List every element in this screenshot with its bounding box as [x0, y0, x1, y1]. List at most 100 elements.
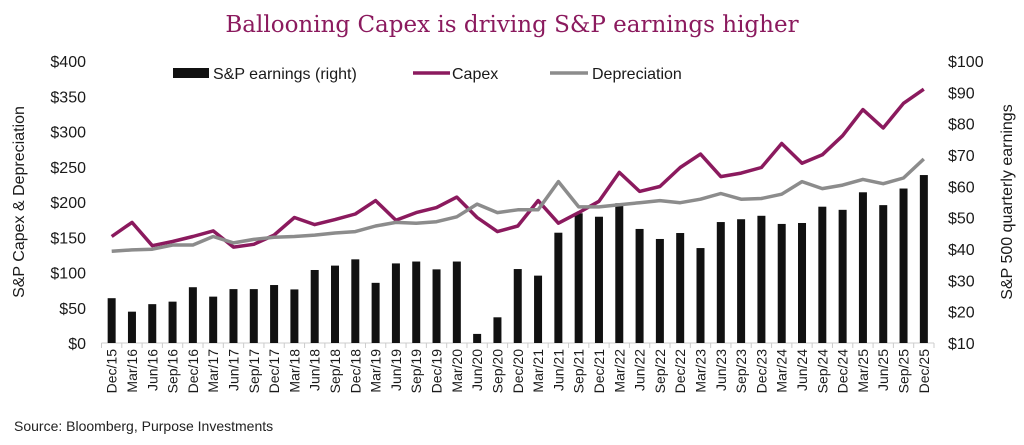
x-tick-label: Sep/23: [733, 349, 749, 394]
y-tick-label-left: $250: [50, 160, 86, 177]
x-tick-label: Sep/16: [165, 349, 181, 394]
y-tick-label-right: $30: [948, 273, 975, 290]
y-tick-label-right: $100: [948, 54, 984, 71]
earnings-bar: [331, 265, 340, 343]
legend-label-capex: Capex: [452, 66, 498, 83]
y-tick-label-right: $20: [948, 305, 975, 322]
x-tick-label: Mar/21: [530, 349, 546, 393]
x-tick-label: Dec/16: [185, 349, 201, 394]
legend-label-earnings: S&P earnings (right): [213, 66, 357, 83]
x-tick-label: Dec/15: [104, 349, 120, 394]
y-tick-label-right: $60: [948, 179, 975, 196]
x-tick-label: Sep/24: [814, 349, 830, 394]
x-tick-label: Sep/18: [327, 349, 343, 394]
earnings-bar: [615, 203, 624, 343]
earnings-bar: [635, 228, 644, 343]
x-tick-label: Jun/16: [144, 349, 160, 391]
earnings-bar: [432, 269, 441, 343]
x-tick-label: Mar/22: [611, 349, 627, 393]
x-tick-label: Mar/20: [449, 349, 465, 393]
earnings-bar: [412, 261, 421, 343]
x-tick-label: Jun/23: [713, 349, 729, 391]
earnings-bar: [452, 261, 461, 343]
x-tick-label: Jun/17: [225, 349, 241, 391]
earnings-bar: [554, 232, 563, 343]
x-tick-label: Mar/18: [286, 349, 302, 393]
x-tick-label: Dec/21: [591, 349, 607, 394]
x-tick-label: Sep/17: [246, 349, 262, 394]
earnings-bar: [676, 233, 685, 343]
x-tick-label: Mar/17: [205, 349, 221, 393]
x-tick-label: Jun/24: [794, 349, 810, 391]
legend-label-depreciation: Depreciation: [592, 66, 682, 83]
x-tick-label: Dec/23: [753, 349, 769, 394]
y-tick-label-left: $150: [50, 230, 86, 247]
y-tick-label-right: $40: [948, 242, 975, 259]
y-tick-label-right: $80: [948, 117, 975, 134]
x-tick-label: Mar/25: [855, 349, 871, 393]
x-tick-label: Dec/22: [672, 349, 688, 394]
y-tick-label-right: $50: [948, 211, 975, 228]
earnings-bar: [127, 311, 136, 343]
earnings-bar: [818, 206, 827, 343]
y-tick-label-right: $70: [948, 148, 975, 165]
x-tick-label: Dec/19: [429, 349, 445, 394]
earnings-bar: [513, 269, 522, 343]
x-tick-label: Jun/21: [550, 349, 566, 391]
x-tick-label: Jun/20: [469, 349, 485, 391]
earnings-bar: [229, 289, 238, 343]
x-tick-label: Dec/25: [916, 349, 932, 394]
earnings-bar: [148, 304, 157, 343]
x-tick-label: Sep/22: [652, 349, 668, 394]
earnings-bar: [351, 259, 360, 343]
earnings-bar: [919, 175, 928, 343]
x-tick-label: Dec/17: [266, 349, 282, 394]
y-tick-label-left: $300: [50, 125, 86, 142]
earnings-bar: [879, 205, 888, 343]
chart-title: Ballooning Capex is driving S&P earnings…: [225, 12, 799, 38]
earnings-bar: [655, 238, 664, 343]
x-tick-label: Jun/18: [307, 349, 323, 391]
x-tick-label: Dec/24: [835, 349, 851, 394]
earnings-bar: [371, 282, 380, 343]
earnings-bar: [107, 298, 116, 343]
earnings-bar: [757, 215, 766, 343]
earnings-bar: [209, 296, 218, 343]
legend-swatch-earnings: [173, 68, 209, 78]
earnings-bar: [310, 269, 319, 343]
earnings-bar: [838, 209, 847, 343]
y-axis-title-right: S&P 500 quarterly earnings: [999, 104, 1016, 299]
source-note: Source: Bloomberg, Purpose Investments: [14, 418, 274, 434]
earnings-bar: [534, 275, 543, 343]
x-tick-label: Jun/19: [388, 349, 404, 391]
y-tick-label-left: $350: [50, 89, 86, 106]
earnings-bar: [391, 263, 400, 343]
x-tick-label: Mar/16: [124, 349, 140, 393]
x-tick-label: Mar/23: [692, 349, 708, 393]
earnings-bar: [493, 317, 502, 343]
y-tick-label-left: $50: [59, 301, 86, 318]
x-tick-label: Dec/18: [347, 349, 363, 394]
y-tick-label-left: $0: [68, 336, 86, 353]
x-tick-label: Mar/19: [368, 349, 384, 393]
y-tick-label-left: $200: [50, 195, 86, 212]
y-tick-label-right: $90: [948, 85, 975, 102]
earnings-bar: [858, 192, 867, 343]
x-tick-label: Jun/25: [875, 349, 891, 391]
earnings-bar: [168, 301, 177, 343]
earnings-bar: [737, 219, 746, 343]
y-axis-title-left: S&P Capex & Depreciation: [11, 106, 28, 298]
earnings-bar: [270, 285, 279, 343]
y-tick-label-left: $100: [50, 266, 86, 283]
x-tick-label: Sep/19: [408, 349, 424, 394]
earnings-bar: [290, 289, 299, 343]
y-tick-label-right: $10: [948, 336, 975, 353]
y-tick-label-left: $400: [50, 54, 86, 71]
earnings-bar: [188, 287, 197, 343]
x-tick-label: Mar/24: [774, 349, 790, 393]
x-tick-label: Jun/22: [632, 349, 648, 391]
x-tick-label: Sep/20: [489, 349, 505, 394]
earnings-bar: [696, 248, 705, 343]
earnings-bar: [899, 188, 908, 343]
